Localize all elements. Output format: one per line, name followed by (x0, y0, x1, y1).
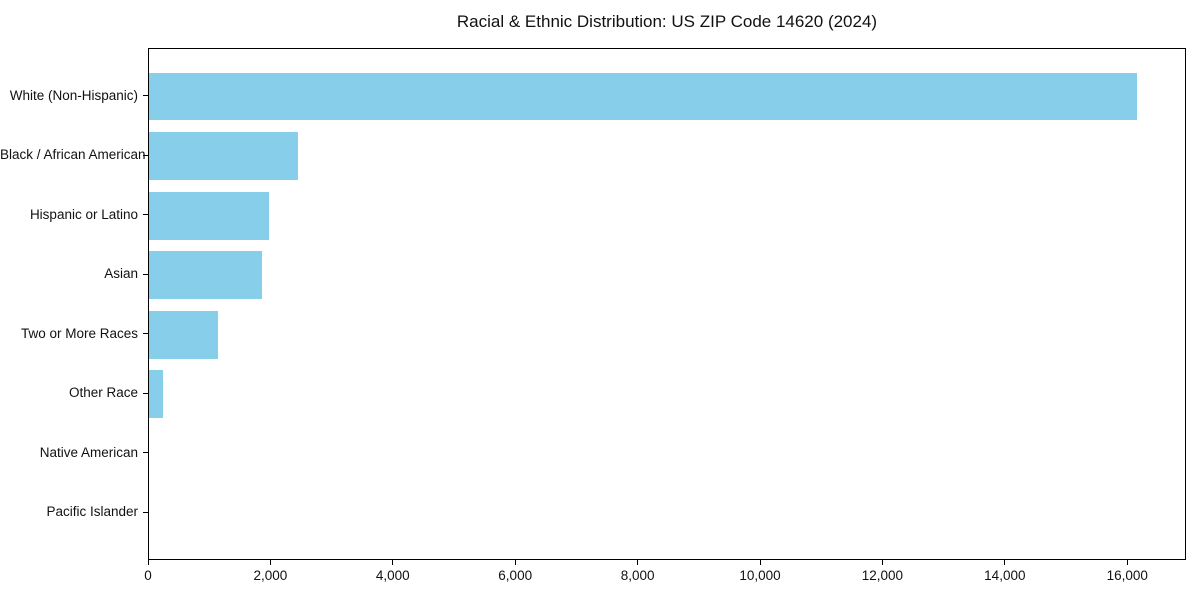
y-tick-mark (143, 214, 148, 216)
x-tick-label: 6,000 (498, 568, 533, 583)
y-tick-mark (143, 154, 148, 156)
y-tick-label: Native American (39, 444, 138, 460)
x-tick-mark (269, 560, 271, 565)
x-tick-label: 12,000 (861, 568, 904, 583)
x-tick-label: 2,000 (253, 568, 288, 583)
bar (149, 310, 219, 359)
y-tick-label: Asian (104, 266, 138, 282)
y-tick-mark (143, 95, 148, 97)
x-tick-mark (514, 560, 516, 565)
x-tick-label: 4,000 (375, 568, 410, 583)
y-tick-mark (143, 392, 148, 394)
y-tick-mark (143, 452, 148, 454)
bar (149, 251, 263, 300)
bar (149, 191, 269, 240)
x-tick-label: 8,000 (620, 568, 655, 583)
x-tick-label: 14,000 (984, 568, 1026, 583)
y-tick-label: Two or More Races (20, 325, 138, 341)
chart-title: Racial & Ethnic Distribution: US ZIP Cod… (456, 12, 878, 31)
x-tick-mark (759, 560, 761, 565)
bar (149, 132, 298, 180)
x-tick-label: 0 (144, 568, 152, 583)
x-tick-mark (392, 560, 394, 565)
x-tick-mark (637, 560, 639, 565)
y-tick-mark (143, 333, 148, 335)
y-tick-label: Other Race (68, 385, 138, 401)
y-tick-label: Pacific Islander (46, 504, 138, 520)
y-tick-mark (143, 511, 148, 513)
y-tick-label: White (Non-Hispanic) (9, 87, 138, 103)
y-tick-mark (143, 273, 148, 275)
x-tick-mark (1126, 560, 1128, 565)
x-tick-label: 10,000 (739, 568, 781, 583)
y-tick-label: Hispanic or Latino (29, 206, 138, 222)
x-tick-mark (881, 560, 883, 565)
bar (149, 72, 1138, 121)
x-tick-mark (1004, 560, 1006, 565)
x-tick-mark (147, 560, 149, 565)
y-tick-label: Black / African American (0, 147, 146, 163)
plot-area (148, 48, 1186, 560)
x-tick-label: 16,000 (1106, 568, 1148, 583)
bar (149, 370, 164, 419)
